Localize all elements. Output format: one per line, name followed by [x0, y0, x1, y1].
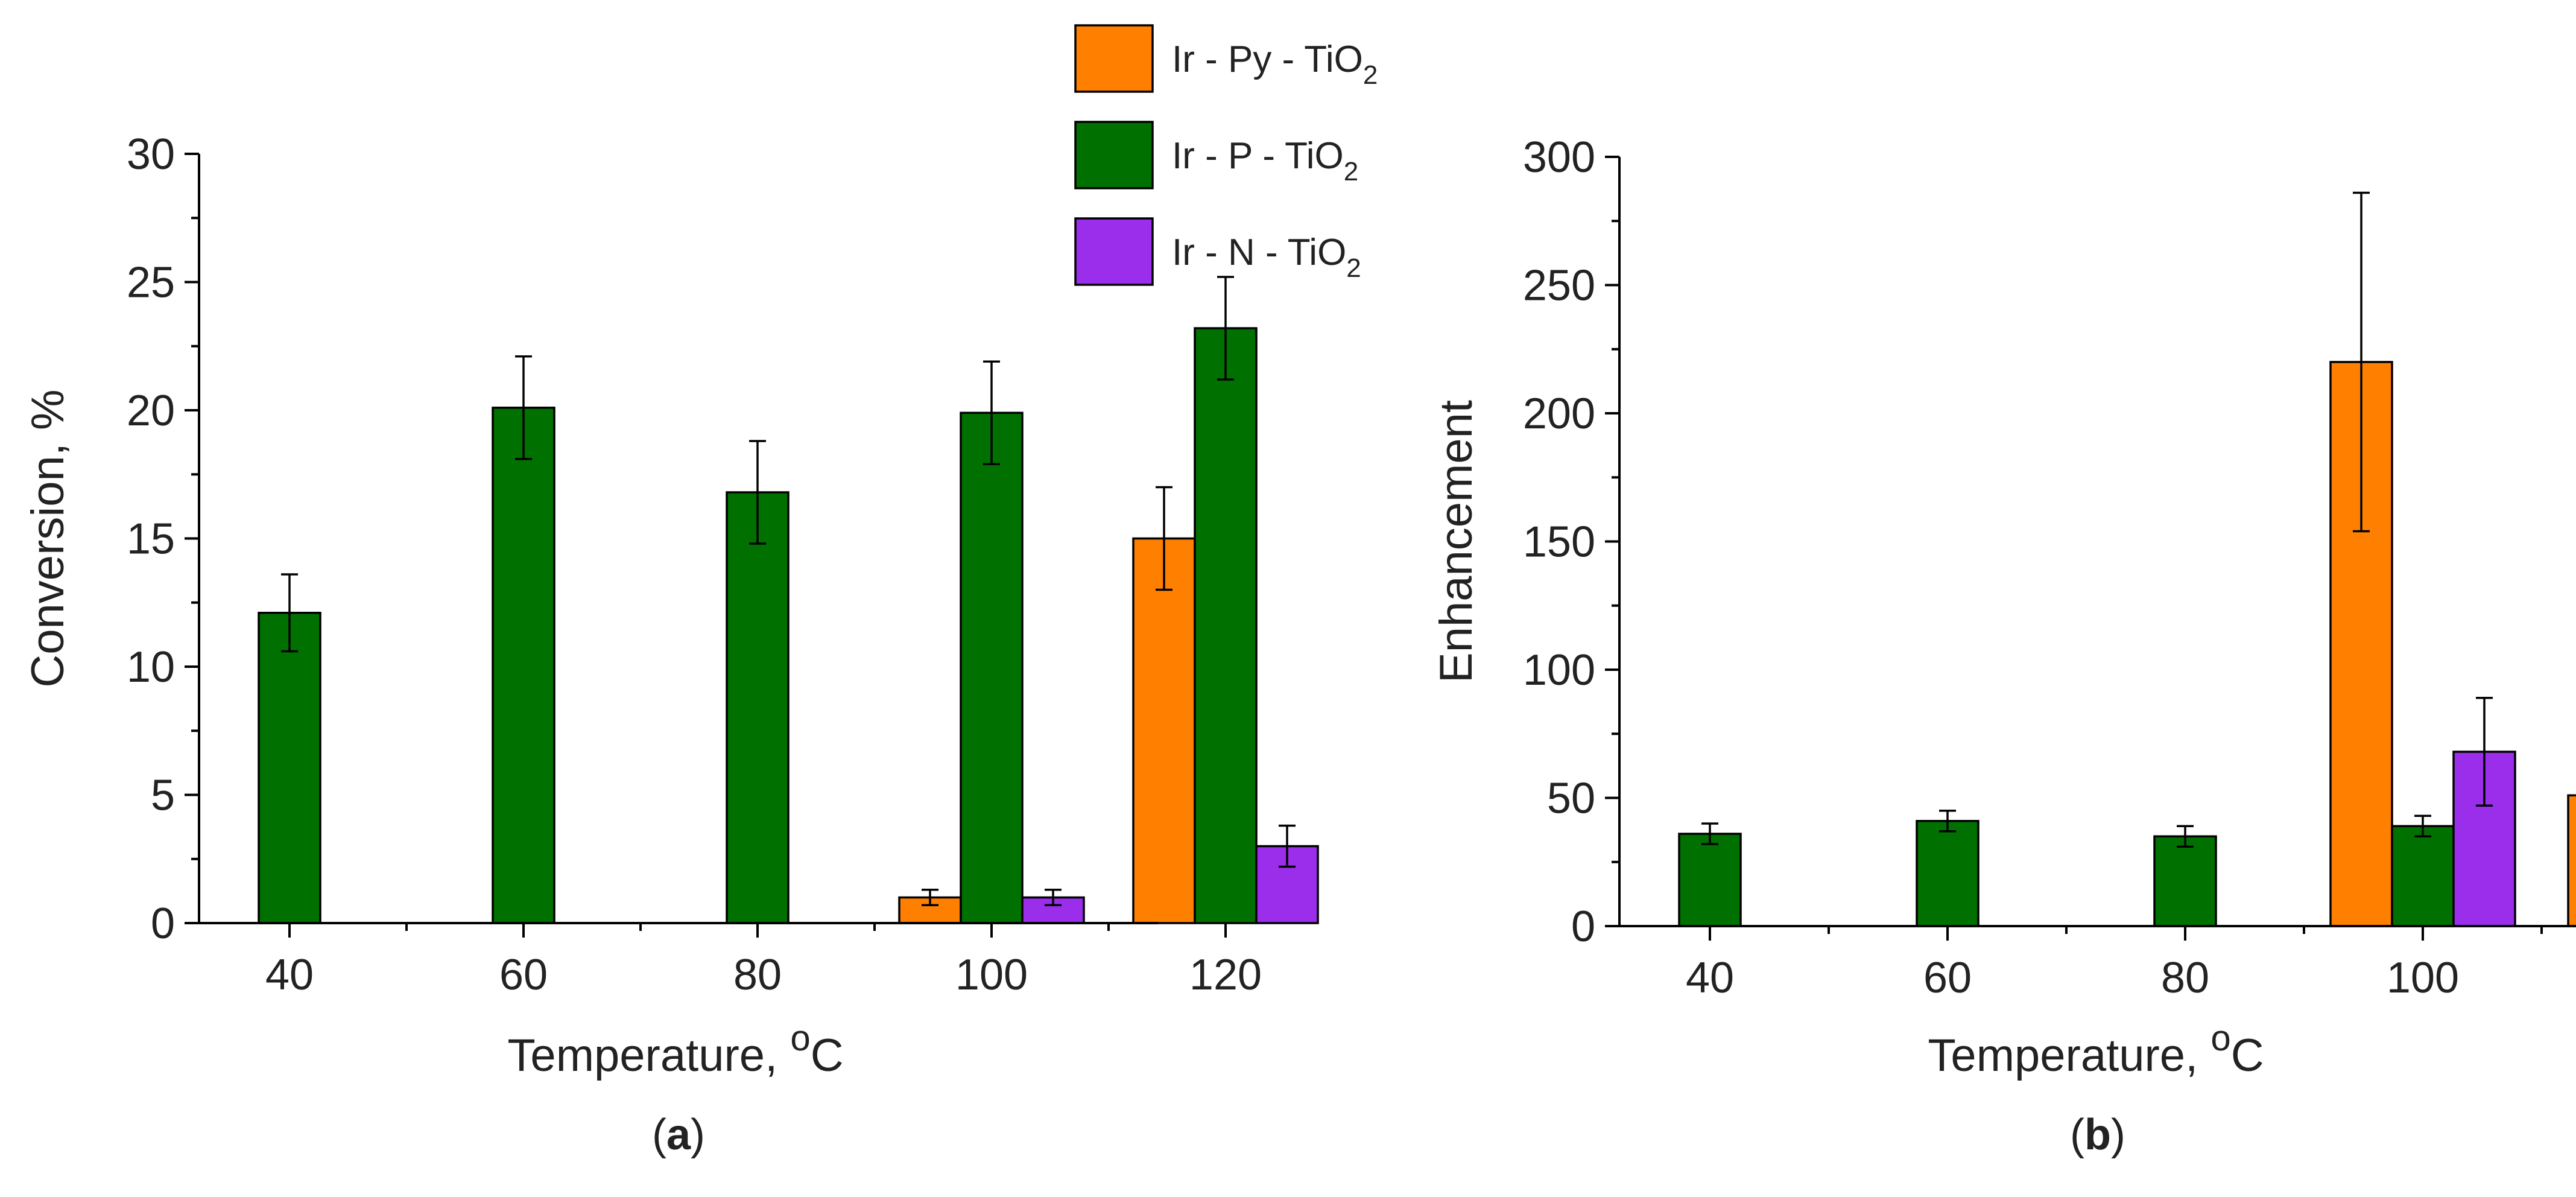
panel-label-letter: b — [2084, 1111, 2111, 1159]
y-tick-label: 250 — [1523, 262, 1595, 310]
bar — [2567, 794, 2576, 927]
legend-swatch — [1074, 121, 1154, 189]
panel-label-paren: ( — [2070, 1111, 2084, 1159]
y-axis-title: Conversion, % — [22, 389, 74, 687]
bar — [1194, 327, 1258, 924]
panel-label-letter: a — [666, 1111, 691, 1159]
bar — [2391, 825, 2455, 927]
y-tick-label: 200 — [1523, 390, 1595, 438]
x-axis-title-unit: C — [811, 1030, 844, 1081]
x-axis-title-unit: C — [2231, 1030, 2264, 1081]
bar — [492, 407, 555, 924]
y-tick-label: 300 — [1523, 133, 1595, 182]
bar — [1916, 820, 1979, 927]
y-axis-title: Enhancement — [1431, 400, 1482, 683]
y-tick-label: 0 — [151, 900, 175, 948]
x-axis-title-sup: o — [2210, 1018, 2230, 1058]
x-tick-label: 40 — [265, 951, 314, 999]
panel-label: (a) — [652, 1111, 705, 1159]
legend-entry: Ir - Py - TiO2 — [1172, 39, 1378, 90]
x-tick-label: 80 — [733, 951, 782, 999]
chart-panel-b: 050100150200250300406080100120Enhancemen… — [1431, 133, 2576, 1159]
legend-entry-text: Ir - N - TiO — [1172, 232, 1346, 273]
x-axis-title: Temperature, oC — [1928, 1018, 2264, 1081]
panel-label-paren: ( — [652, 1111, 666, 1159]
legend-entry-sub: 2 — [1344, 157, 1358, 186]
bar — [2153, 835, 2217, 927]
panel-label-paren: ) — [2111, 1111, 2125, 1159]
legend-swatch — [1074, 217, 1154, 286]
x-tick-label: 100 — [955, 951, 1028, 999]
x-tick-label: 100 — [2387, 954, 2459, 1002]
y-tick-label: 25 — [127, 259, 175, 307]
y-tick-label: 100 — [1523, 646, 1595, 694]
panel-label: (b) — [2070, 1111, 2125, 1159]
bar — [960, 411, 1024, 924]
y-tick-label: 20 — [127, 387, 175, 435]
x-axis-title: Temperature, oC — [507, 1018, 843, 1081]
y-tick-label: 0 — [1571, 903, 1595, 951]
legend-entry-text: Ir - P - TiO — [1172, 135, 1344, 177]
x-tick-label: 120 — [1189, 951, 1262, 999]
legend-entry-sub: 2 — [1363, 60, 1378, 90]
panel-label-paren: ) — [691, 1111, 705, 1159]
legend-entry-text: Ir - Py - TiO — [1172, 39, 1363, 80]
y-tick-label: 10 — [127, 643, 175, 691]
bar — [1678, 833, 1742, 927]
legend-entry: Ir - N - TiO2 — [1172, 232, 1361, 283]
x-axis-title-sup: o — [790, 1018, 810, 1058]
bar — [258, 612, 321, 924]
legend-entry: Ir - P - TiO2 — [1172, 135, 1358, 186]
y-tick-label: 50 — [1547, 775, 1595, 823]
y-tick-label: 150 — [1523, 518, 1595, 567]
chart-panel-a: 0 5 10 15 20 25 30 40 60 80 100 120 Conversion, % Tem… — [22, 130, 1319, 1159]
y-tick-label: 15 — [127, 515, 175, 564]
y-tick-label: 5 — [151, 772, 175, 820]
x-axis-title-text: Temperature, — [1928, 1030, 2210, 1081]
bar — [1132, 537, 1196, 924]
x-tick-label: 60 — [499, 951, 548, 999]
legend-entry-sub: 2 — [1346, 253, 1361, 283]
x-tick-label: 60 — [1923, 954, 1972, 1002]
x-tick-label: 40 — [1686, 954, 1734, 1002]
y-tick-label: 30 — [127, 130, 175, 179]
x-axis-title-text: Temperature, — [507, 1030, 790, 1081]
bar — [726, 491, 790, 924]
x-tick-label: 80 — [2161, 954, 2209, 1002]
legend-swatch — [1074, 24, 1154, 93]
